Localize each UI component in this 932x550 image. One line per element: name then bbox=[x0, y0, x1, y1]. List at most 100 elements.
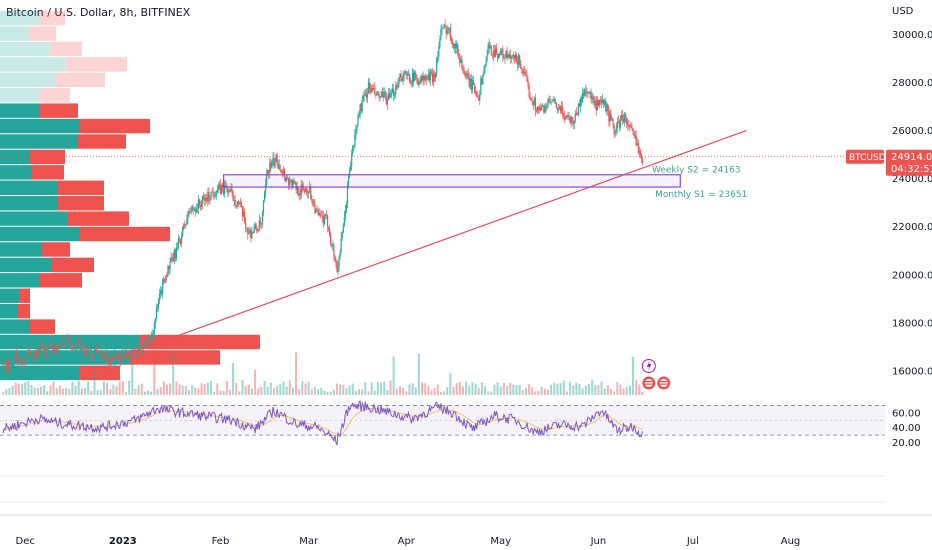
candle-body bbox=[300, 184, 302, 195]
candle-body bbox=[31, 353, 34, 360]
candle-body bbox=[154, 318, 156, 324]
candle-body bbox=[446, 29, 448, 34]
candle-body bbox=[608, 110, 610, 122]
candle-body bbox=[35, 350, 37, 357]
volume-bar bbox=[521, 390, 524, 395]
candle-body bbox=[53, 348, 56, 350]
candle-body bbox=[50, 343, 53, 345]
volume-bar bbox=[326, 391, 329, 395]
candle-body bbox=[319, 212, 321, 216]
candle-body bbox=[548, 99, 550, 100]
volume-bar bbox=[250, 388, 253, 395]
candle-body bbox=[188, 211, 190, 214]
candle-body bbox=[512, 55, 514, 56]
candle-body bbox=[533, 97, 535, 105]
candle-body bbox=[336, 263, 338, 272]
candle-body bbox=[469, 78, 471, 87]
volume-bar bbox=[383, 381, 386, 395]
candle-body bbox=[598, 99, 601, 106]
volume-bar bbox=[531, 387, 534, 395]
candle-body bbox=[534, 97, 537, 111]
price-axis-tick: 16000.0 bbox=[892, 366, 932, 377]
candle-body bbox=[438, 46, 440, 57]
candle-body bbox=[7, 359, 9, 366]
candle-body bbox=[399, 73, 401, 78]
volume-bar bbox=[465, 381, 468, 395]
candle-body bbox=[106, 352, 108, 359]
candle-body bbox=[148, 336, 150, 343]
candle-body bbox=[500, 49, 502, 55]
candle-body bbox=[515, 54, 518, 62]
candle-body bbox=[329, 228, 331, 236]
candle-body bbox=[341, 232, 343, 238]
candle-body bbox=[546, 106, 548, 109]
volume-bar bbox=[509, 382, 512, 395]
volume-bar bbox=[537, 390, 540, 395]
candle-body bbox=[443, 24, 445, 28]
candle-body bbox=[603, 99, 605, 105]
candle-body bbox=[186, 218, 188, 225]
candle-body bbox=[303, 189, 306, 192]
volume-bar bbox=[550, 384, 553, 395]
candle-body bbox=[192, 207, 194, 210]
volume-bar bbox=[39, 386, 42, 395]
candle-body bbox=[593, 99, 595, 105]
volume-bar bbox=[351, 383, 354, 395]
candle-body bbox=[378, 92, 380, 98]
candle-body bbox=[74, 341, 77, 350]
candle-body bbox=[638, 150, 640, 153]
volume-bar bbox=[273, 387, 276, 395]
candle-body bbox=[10, 357, 13, 367]
volume-profile-sell-bar bbox=[130, 350, 220, 365]
candle-body bbox=[451, 40, 454, 44]
candle-body bbox=[199, 205, 202, 207]
candle-body bbox=[19, 357, 21, 360]
candle-body bbox=[504, 57, 506, 59]
candle-body bbox=[434, 74, 436, 78]
candle-body bbox=[109, 362, 111, 364]
candle-body bbox=[426, 78, 428, 80]
candle-body bbox=[575, 113, 577, 115]
volume-profile-sell-bar bbox=[40, 103, 78, 118]
candle-body bbox=[619, 119, 622, 127]
candle-body bbox=[313, 203, 315, 205]
price-axis-tick: 18000.0 bbox=[892, 318, 932, 329]
candle-body bbox=[221, 185, 224, 189]
candle-body bbox=[172, 257, 174, 261]
candle-body bbox=[477, 96, 479, 98]
volume-bar bbox=[301, 381, 304, 395]
candle-body bbox=[95, 349, 98, 353]
candle-body bbox=[501, 49, 503, 51]
volume-bar bbox=[269, 382, 272, 395]
candle-body bbox=[275, 154, 277, 162]
candle-body bbox=[552, 100, 554, 102]
candle-body bbox=[157, 299, 160, 308]
candle-body bbox=[637, 143, 639, 153]
candle-body bbox=[407, 74, 409, 76]
candle-body bbox=[132, 350, 134, 352]
candle-body bbox=[615, 128, 617, 133]
volume-bar bbox=[58, 385, 61, 395]
volume-bar bbox=[17, 383, 20, 395]
candle-body bbox=[187, 211, 189, 219]
candle-body bbox=[252, 231, 254, 233]
candle-body bbox=[353, 145, 355, 147]
price-badge-value: 24914.0 bbox=[891, 152, 932, 163]
candle-body bbox=[41, 345, 43, 347]
candle-body bbox=[296, 186, 298, 190]
candle-body bbox=[36, 350, 38, 356]
candle-body bbox=[373, 87, 375, 90]
volume-profile-buy-bar bbox=[0, 41, 50, 57]
candle-body bbox=[542, 105, 544, 107]
volume-bar bbox=[74, 385, 77, 395]
candle-body bbox=[395, 85, 397, 94]
candle-body bbox=[2, 363, 4, 367]
candle-body bbox=[119, 356, 121, 362]
chart-title: Bitcoin / U.S. Dollar, 8h, BITFINEX bbox=[6, 6, 191, 19]
candle-body bbox=[403, 72, 405, 77]
candle-body bbox=[253, 228, 255, 233]
candle-body bbox=[522, 69, 524, 74]
time-axis-tick: 2023 bbox=[109, 536, 137, 547]
volume-bar bbox=[613, 391, 616, 395]
